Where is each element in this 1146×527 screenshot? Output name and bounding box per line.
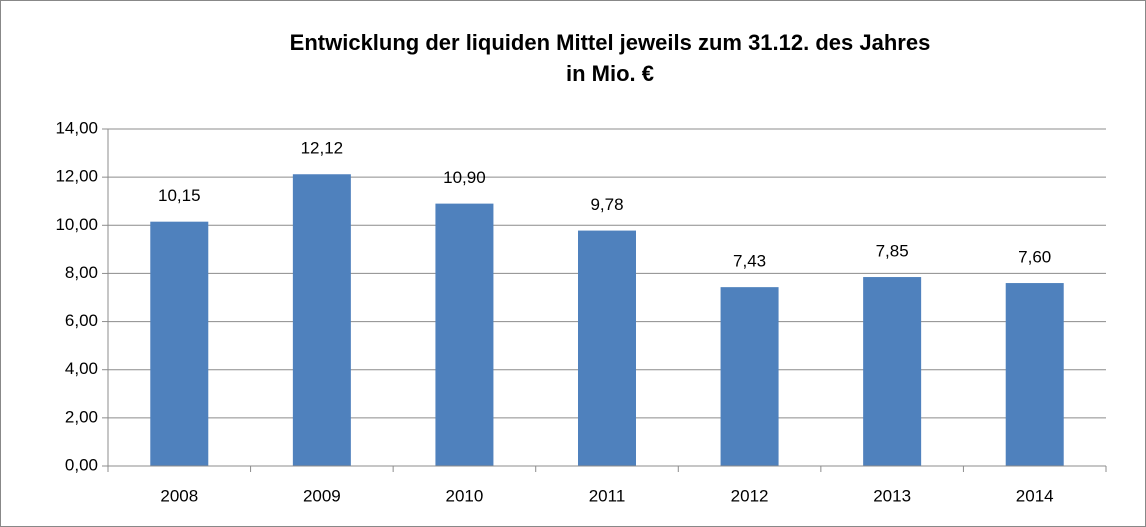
x-tick-label: 2013 [873, 486, 911, 505]
x-tick-label: 2014 [1016, 486, 1054, 505]
y-tick-label: 8,00 [65, 263, 98, 282]
data-label: 7,43 [733, 252, 766, 271]
chart-subtitle: in Mio. € [566, 61, 654, 86]
data-label: 10,15 [158, 186, 201, 205]
bar [292, 174, 351, 467]
chart-title: Entwicklung der liquiden Mittel jeweils … [290, 30, 931, 55]
x-tick-label: 2010 [446, 486, 484, 505]
data-label: 9,78 [590, 195, 623, 214]
bar [863, 277, 922, 466]
data-label: 7,85 [876, 242, 909, 261]
y-tick-label: 14,00 [55, 118, 98, 137]
y-tick-label: 6,00 [65, 311, 98, 330]
data-label: 12,12 [301, 139, 344, 158]
data-label: 7,60 [1018, 248, 1051, 267]
bar [435, 203, 494, 466]
bar [1005, 283, 1064, 466]
y-tick-label: 0,00 [65, 455, 98, 474]
x-tick-label: 2012 [731, 486, 769, 505]
x-tick-label: 2008 [160, 486, 198, 505]
bar [720, 287, 779, 466]
x-tick-label: 2009 [303, 486, 341, 505]
bar [150, 221, 209, 466]
y-tick-label: 12,00 [55, 167, 98, 186]
y-tick-label: 2,00 [65, 407, 98, 426]
y-tick-label: 10,00 [55, 215, 98, 234]
x-tick-label: 2011 [589, 486, 626, 505]
y-tick-label: 4,00 [65, 359, 98, 378]
bar [578, 230, 636, 466]
data-label: 10,90 [443, 168, 486, 187]
